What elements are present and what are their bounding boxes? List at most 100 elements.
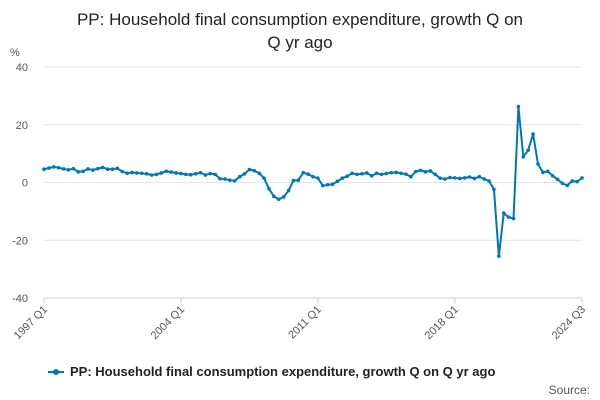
data-point[interactable] [223, 177, 227, 181]
data-point[interactable] [369, 174, 374, 178]
data-point[interactable] [374, 171, 379, 176]
data-point[interactable] [379, 172, 384, 177]
data-point[interactable] [272, 194, 276, 199]
data-point[interactable] [115, 166, 120, 171]
data-point[interactable] [135, 171, 139, 175]
data-point[interactable] [536, 162, 540, 166]
data-point[interactable] [193, 172, 198, 176]
data-point[interactable] [472, 176, 477, 181]
data-point[interactable] [545, 169, 550, 174]
data-point[interactable] [81, 169, 85, 174]
data-point[interactable] [169, 170, 173, 174]
data-point[interactable] [497, 254, 501, 258]
data-point[interactable] [86, 167, 90, 171]
data-point[interactable] [316, 176, 320, 180]
data-point[interactable] [208, 171, 213, 176]
data-point[interactable] [501, 211, 506, 215]
data-point[interactable] [286, 188, 291, 193]
data-point[interactable] [477, 174, 482, 179]
data-point[interactable] [140, 171, 144, 176]
data-point[interactable] [438, 176, 442, 180]
data-point[interactable] [516, 104, 521, 109]
data-point[interactable] [301, 170, 306, 175]
data-point[interactable] [506, 215, 511, 219]
data-point[interactable] [291, 178, 296, 183]
data-point[interactable] [47, 166, 51, 170]
data-point[interactable] [281, 195, 286, 199]
data-point[interactable] [306, 172, 310, 176]
data-point[interactable] [42, 167, 46, 172]
data-point[interactable] [570, 179, 575, 183]
data-point[interactable] [311, 174, 315, 179]
data-point[interactable] [184, 172, 188, 177]
data-point[interactable] [399, 171, 403, 176]
data-point[interactable] [56, 165, 61, 170]
data-point[interactable] [345, 174, 350, 178]
data-point[interactable] [198, 170, 203, 175]
data-point[interactable] [247, 167, 252, 172]
data-point[interactable] [164, 169, 169, 174]
data-point[interactable] [365, 171, 369, 175]
data-point[interactable] [76, 170, 81, 174]
data-point[interactable] [213, 172, 217, 177]
data-point[interactable] [188, 172, 193, 177]
data-point[interactable] [550, 174, 555, 178]
data-point[interactable] [487, 179, 491, 183]
data-point[interactable] [404, 172, 408, 176]
data-point[interactable] [330, 182, 335, 187]
data-point[interactable] [457, 176, 462, 181]
data-point[interactable] [355, 172, 359, 177]
data-point[interactable] [120, 169, 125, 174]
data-point[interactable] [526, 148, 530, 152]
data-point[interactable] [228, 178, 232, 182]
data-point[interactable] [340, 176, 345, 180]
data-point[interactable] [179, 171, 183, 176]
data-point[interactable] [325, 183, 330, 187]
data-point[interactable] [144, 172, 149, 176]
data-point[interactable] [61, 167, 66, 171]
data-point[interactable] [154, 172, 159, 177]
data-point[interactable] [125, 171, 129, 176]
data-point[interactable] [267, 187, 271, 191]
data-point[interactable] [521, 155, 526, 159]
data-point[interactable] [443, 177, 447, 181]
data-point[interactable] [257, 171, 262, 176]
data-point[interactable] [555, 177, 560, 182]
data-point[interactable] [91, 168, 95, 172]
data-point[interactable] [394, 170, 398, 175]
data-point[interactable] [492, 187, 496, 192]
data-point[interactable] [360, 172, 364, 176]
data-point[interactable] [100, 165, 105, 170]
data-point[interactable] [541, 170, 545, 175]
data-point[interactable] [320, 183, 325, 188]
data-point[interactable] [433, 172, 438, 177]
data-point[interactable] [218, 176, 222, 181]
data-point[interactable] [242, 172, 247, 176]
data-point[interactable] [560, 181, 565, 186]
data-point[interactable] [384, 171, 389, 176]
legend[interactable]: PP: Household final consumption expendit… [48, 364, 495, 379]
data-point[interactable] [276, 197, 281, 202]
data-point[interactable] [423, 170, 428, 174]
data-point[interactable] [105, 167, 110, 172]
data-point[interactable] [482, 177, 486, 181]
data-point[interactable] [453, 176, 457, 180]
data-point[interactable] [335, 179, 340, 184]
data-point[interactable] [296, 178, 301, 182]
data-point[interactable] [462, 176, 467, 180]
data-point[interactable] [350, 171, 354, 176]
data-point[interactable] [51, 165, 56, 169]
data-point[interactable] [149, 173, 154, 177]
data-point[interactable] [580, 176, 584, 180]
data-point[interactable] [448, 175, 452, 180]
data-point[interactable] [389, 170, 394, 175]
data-point[interactable] [413, 169, 418, 174]
data-point[interactable] [418, 168, 423, 173]
data-point[interactable] [467, 175, 472, 179]
data-point[interactable] [232, 178, 237, 183]
data-point[interactable] [531, 132, 535, 136]
data-point[interactable] [575, 179, 579, 184]
data-point[interactable] [237, 174, 242, 179]
data-point[interactable] [71, 166, 76, 171]
data-point[interactable] [203, 173, 208, 177]
